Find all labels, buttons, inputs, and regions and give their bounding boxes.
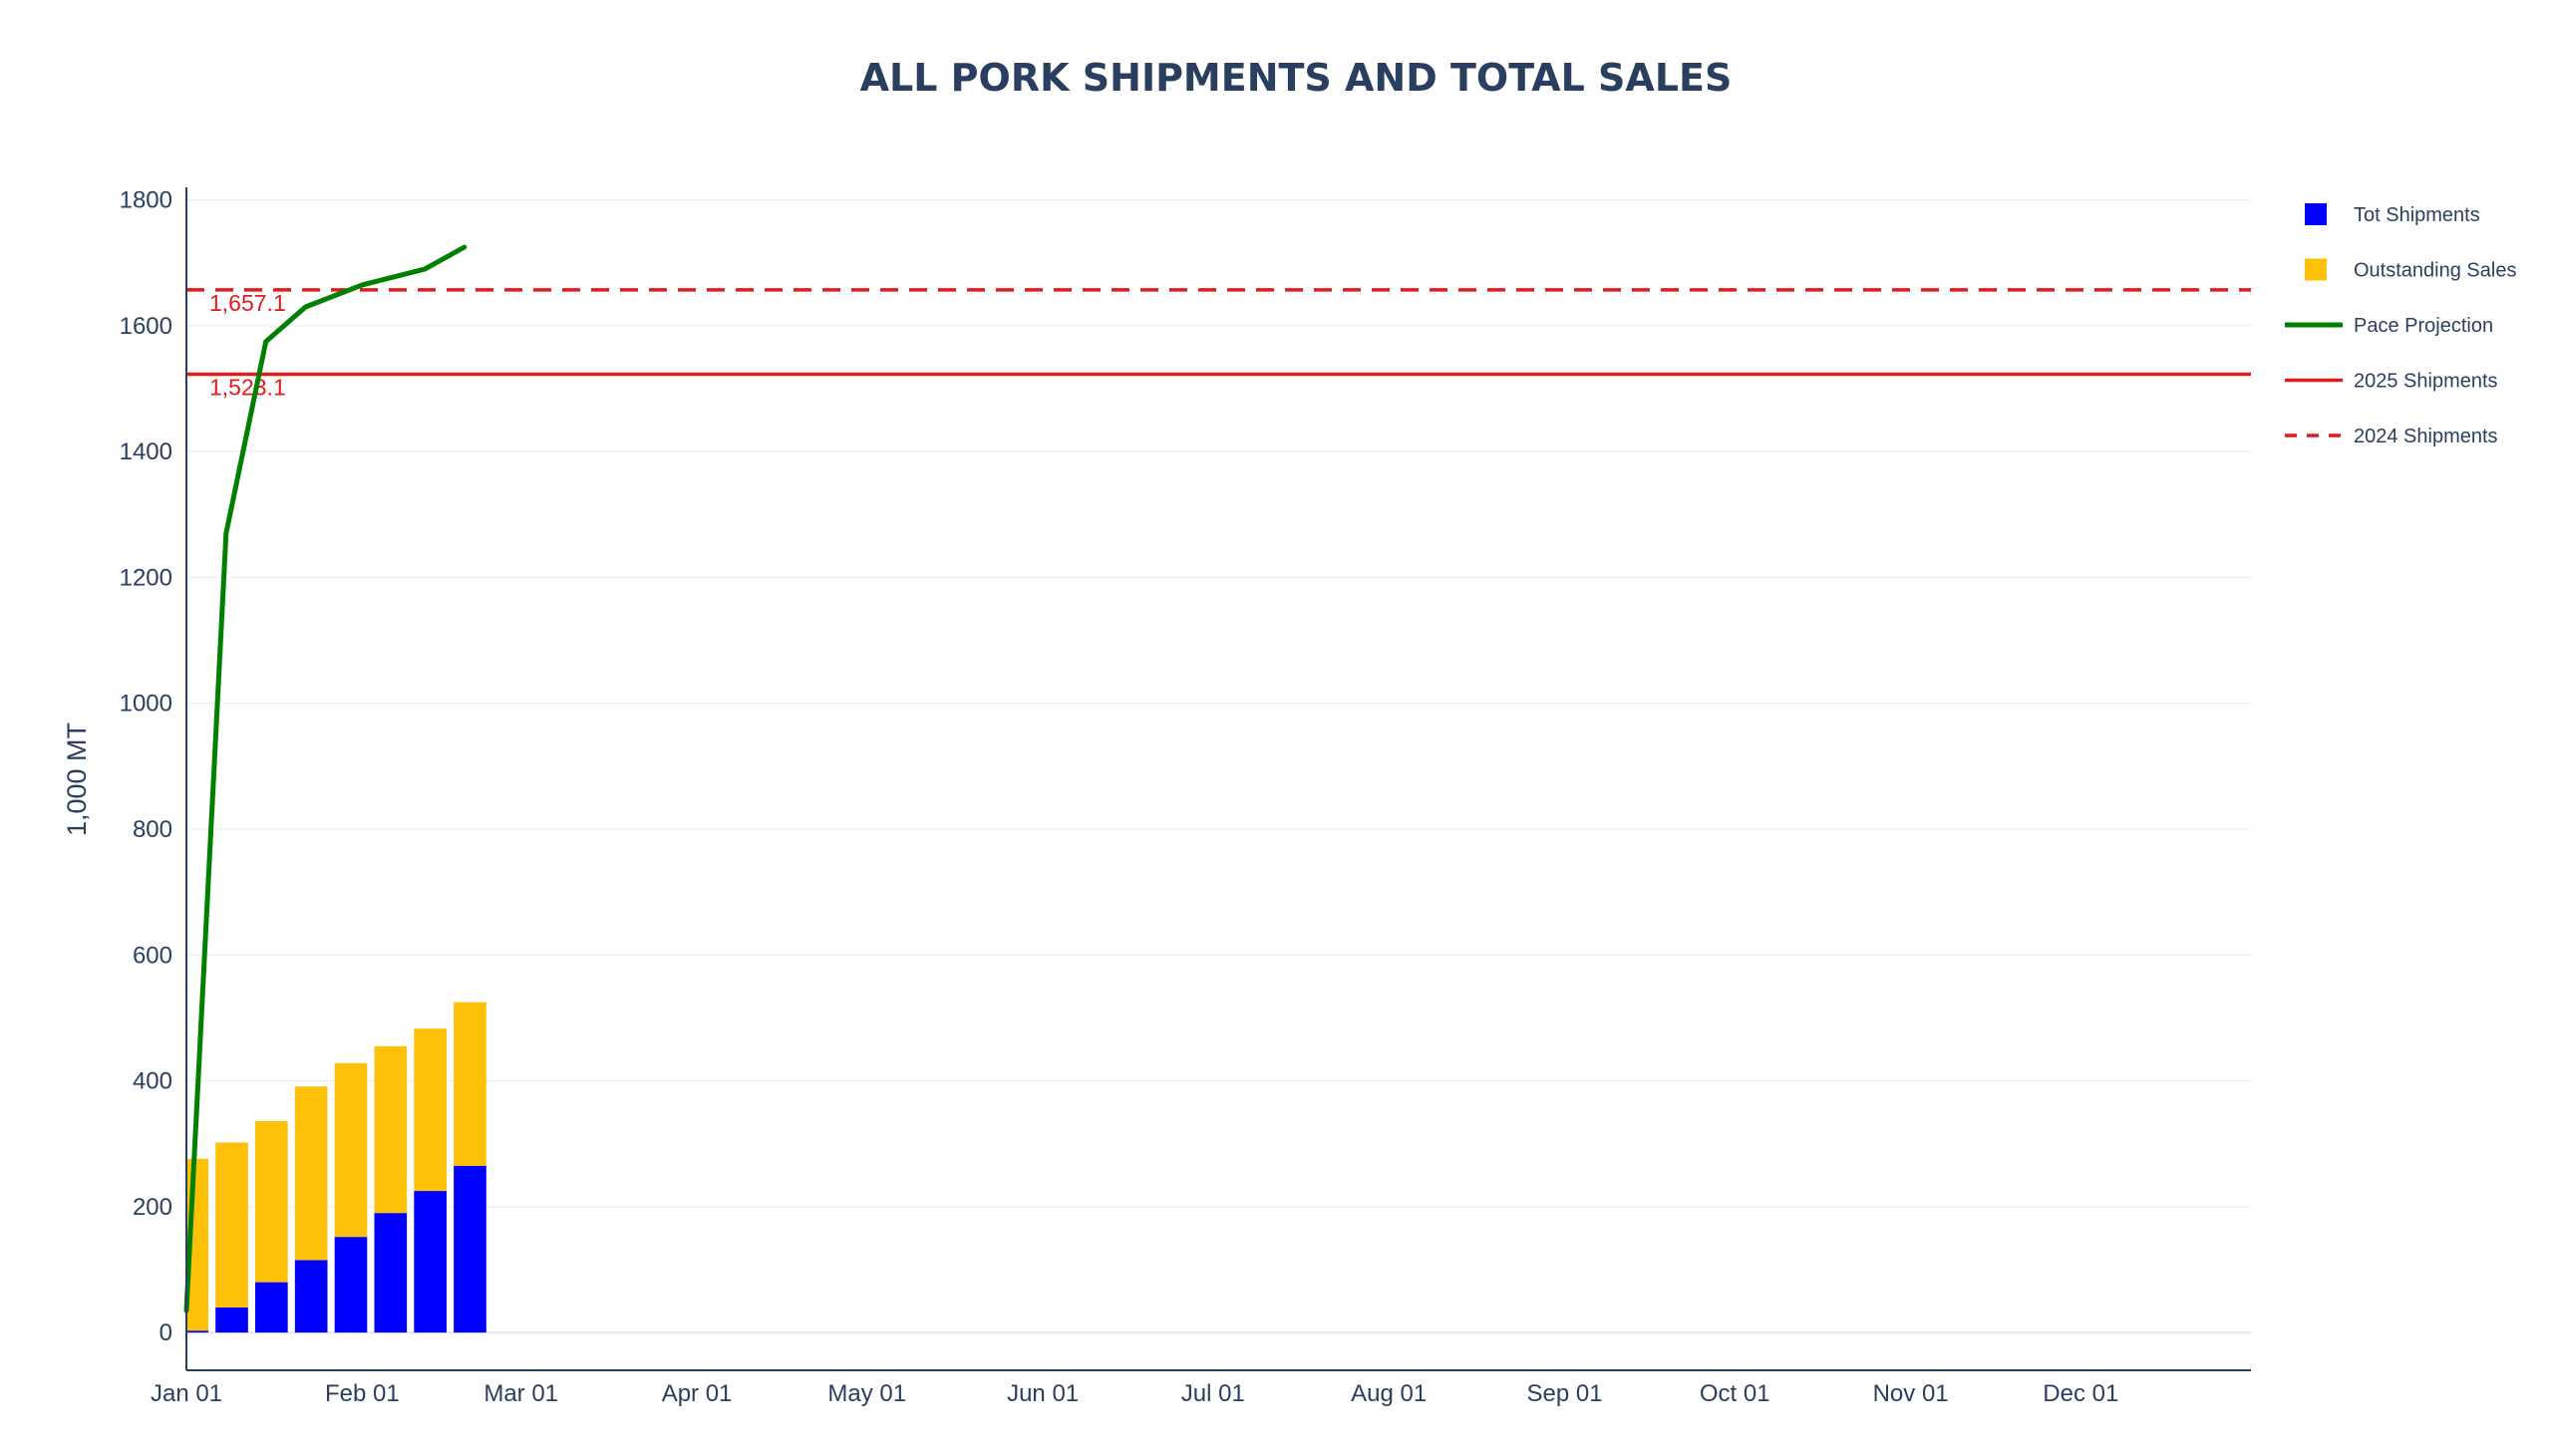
legend-swatch [2305,258,2327,281]
legend-label: 2024 Shipments [2354,426,2498,447]
chart-title: ALL PORK SHIPMENTS AND TOTAL SALES [860,56,1733,100]
legend[interactable]: Tot Shipments Outstanding Sales Pace Proje… [2285,203,2516,447]
legend-item[interactable]: Outstanding Sales [2305,258,2516,282]
x-tick-label: Mar 01 [483,1380,558,1407]
legend-swatch [2305,203,2327,225]
x-tick-label: May 01 [827,1380,906,1407]
y-tick-label: 1000 [120,691,172,718]
bar-tot-shipments [294,1260,328,1333]
y-axis-title: 1,000 MT [62,723,92,836]
y-tick-label: 400 [133,1068,172,1095]
x-tick-label: Jul 01 [1181,1380,1245,1407]
legend-label: 2025 Shipments [2354,371,2498,393]
legend-item[interactable]: Tot Shipments [2305,203,2480,226]
y-tick-label: 600 [133,942,172,969]
line-series [183,244,468,1313]
gridlines [186,198,2251,1334]
bar-tot-shipments [414,1191,447,1333]
y-tick-label: 800 [133,816,172,843]
legend-label: Pace Projection [2354,315,2493,337]
x-tick-label: Apr 01 [662,1380,733,1407]
x-tick-label: Feb 01 [325,1380,400,1407]
bar-outstanding-sales [374,1045,408,1214]
bar-outstanding-sales [454,1002,486,1166]
x-tick-label: Jun 01 [1007,1380,1079,1407]
bar-outstanding-sales [294,1086,328,1261]
y-tick-label: 1800 [120,187,172,214]
x-tick-label: Dec 01 [2043,1380,2118,1407]
y-tick-label: 0 [160,1319,172,1346]
bar-tot-shipments [374,1213,408,1333]
x-tick-label: Jan 01 [151,1380,222,1407]
reference-line-label: 1,657.1 [209,290,286,316]
bar-outstanding-sales [414,1028,447,1192]
y-tick-label: 1200 [120,564,172,591]
bar-tot-shipments [186,1330,209,1333]
bars [186,1002,486,1333]
legend-item[interactable]: 2024 Shipments [2285,426,2498,447]
reference-line-label: 1,523.1 [209,374,286,400]
bar-tot-shipments [255,1282,288,1333]
x-tick-label: Sep 01 [1527,1380,1603,1407]
axes: 0 200 400 600 800 1000 1200 1400 1600 1800 Jan 01 F… [120,187,2251,1407]
reference-lines: 1,523.1 1,657.1 [186,288,2251,400]
x-tick-label: Oct 01 [1700,1380,1770,1407]
x-tick-label: Aug 01 [1351,1380,1427,1407]
y-tick-label: 1600 [120,313,172,340]
x-tick-label: Nov 01 [1873,1380,1949,1407]
y-tick-label: 200 [133,1194,172,1221]
legend-label: Tot Shipments [2354,204,2480,226]
legend-item[interactable]: Pace Projection [2285,315,2493,337]
bar-outstanding-sales [255,1120,288,1283]
bar-tot-shipments [215,1307,248,1333]
y-tick-label: 1400 [120,438,172,465]
line-pace-projection [183,244,468,1313]
bar-outstanding-sales [334,1062,368,1238]
bar-tot-shipments [454,1165,486,1333]
legend-item[interactable]: 2025 Shipments [2285,371,2498,393]
legend-label: Outstanding Sales [2354,260,2516,282]
bar-tot-shipments [334,1237,368,1333]
bar-outstanding-sales [215,1142,248,1308]
